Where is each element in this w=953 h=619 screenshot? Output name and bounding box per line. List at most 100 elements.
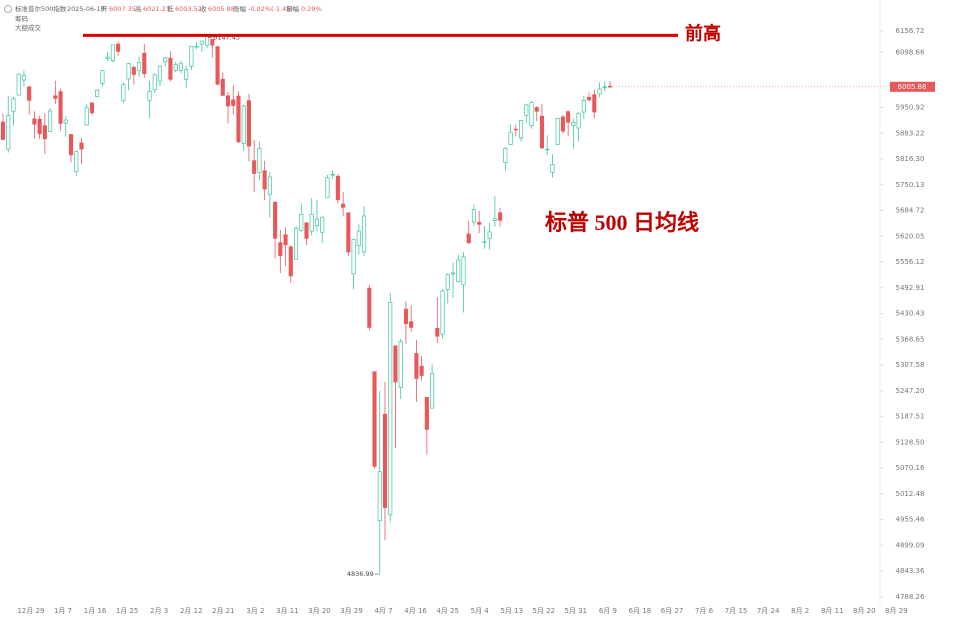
x-tick: 3月 11 <box>276 607 299 615</box>
y-tick: 5070.16 <box>880 464 925 472</box>
candle-body <box>246 100 251 147</box>
candle-body <box>419 365 424 376</box>
peak-label: 6147.43 <box>213 33 240 41</box>
candle-body <box>220 78 225 96</box>
candle-body <box>231 99 236 106</box>
y-tick-label: 5950.92 <box>896 104 925 112</box>
candle-body <box>173 64 178 71</box>
x-tick: 7月 6 <box>695 607 714 615</box>
candle-body <box>257 148 262 173</box>
candle-body <box>518 120 524 139</box>
x-tick: 3月 29 <box>340 607 363 615</box>
x-tick-label: 4月 25 <box>436 607 459 615</box>
indicator[interactable]: 筹码 <box>15 14 29 23</box>
x-tick: 8月 20 <box>853 607 876 615</box>
candle-body <box>377 471 382 522</box>
x-tick-label: 2月 3 <box>150 607 168 615</box>
candle-body <box>440 290 445 335</box>
x-tick: 5月 13 <box>500 607 523 615</box>
candle-body <box>461 256 466 286</box>
candle-body <box>11 98 16 112</box>
candle-body <box>58 91 63 124</box>
candle-body <box>592 94 597 113</box>
amplitude: 0.29% <box>301 5 322 13</box>
candle-body <box>450 272 456 275</box>
candle-body <box>388 302 393 516</box>
candle-body <box>346 212 351 253</box>
candle-body <box>16 73 21 96</box>
candle-body <box>471 209 476 223</box>
header: 标准普尔500指数 2025-06-10 开 6007.35 高 6021.23… <box>4 4 322 32</box>
candle-body <box>252 160 257 174</box>
candle-body <box>356 230 361 246</box>
x-tick-label: 8月 2 <box>791 607 809 615</box>
x-tick-label: 7月 24 <box>757 607 780 615</box>
y-tick-label: 5012.48 <box>896 490 925 498</box>
y-tick: 5012.48 <box>880 490 924 498</box>
y-tick-label: 6098.66 <box>896 48 925 56</box>
y-tick-label: 5750.13 <box>896 181 925 189</box>
candle-body <box>105 56 110 59</box>
candle-body <box>482 241 487 243</box>
candle-body <box>0 121 6 140</box>
candle-body <box>89 102 95 114</box>
candle-body <box>116 43 121 52</box>
candle-body <box>184 69 189 80</box>
x-tick: 8月 2 <box>791 607 809 615</box>
low-label: 低 <box>167 4 174 13</box>
x-tick: 1月 7 <box>54 607 72 615</box>
candle-body <box>576 112 581 129</box>
x-tick: 1月 25 <box>116 607 139 615</box>
y-tick: 5883.22 <box>880 129 924 137</box>
candle-body <box>199 40 204 45</box>
candle-body <box>597 88 602 95</box>
candle-body <box>121 84 126 101</box>
y-tick: 5950.92 <box>880 104 924 112</box>
candle-body <box>341 203 346 208</box>
candle-body <box>178 62 183 71</box>
x-tick: 8月 11 <box>821 607 844 615</box>
candle-body <box>74 151 79 172</box>
candle-body <box>304 222 309 239</box>
candle-body <box>157 65 163 82</box>
x-tick: 7月 24 <box>757 607 780 615</box>
candle-body <box>63 119 68 124</box>
candle-body <box>147 90 152 101</box>
candle-body <box>550 164 555 173</box>
y-tick: 6156.72 <box>880 27 924 35</box>
candle-body <box>508 131 513 145</box>
candle-body <box>424 397 429 430</box>
x-tick-label: 3月 29 <box>340 607 363 615</box>
close-label: 收 <box>200 4 207 13</box>
candle-body <box>477 221 482 225</box>
x-tick-label: 1月 16 <box>84 607 107 615</box>
candle-body <box>126 63 131 80</box>
low: 6003.52 <box>175 5 202 13</box>
indicator[interactable]: 大额成交 <box>15 23 42 32</box>
candle-body <box>210 38 215 46</box>
x-tick: 2月 12 <box>180 607 203 615</box>
candle-body <box>534 107 539 112</box>
candle-body <box>21 74 26 81</box>
y-tick: 5556.12 <box>880 258 924 266</box>
candle-body <box>320 216 325 233</box>
candle-body <box>79 142 84 150</box>
title: 标准普尔500指数 <box>15 4 67 13</box>
x-tick: 5月 22 <box>533 607 556 615</box>
x-tick-label: 2月 21 <box>212 607 235 615</box>
x-tick-label: 6月 9 <box>599 607 617 615</box>
candle-body <box>393 345 398 383</box>
candle-body <box>555 118 560 145</box>
x-tick-label: 1月 7 <box>54 607 72 615</box>
y-tick-label: 6156.72 <box>896 27 925 35</box>
candle-body <box>372 371 377 467</box>
candle-body <box>529 102 534 127</box>
candle-body <box>95 89 100 97</box>
last-price-label: 6005.88 <box>898 83 927 91</box>
x-tick-label: 6月 18 <box>629 607 652 615</box>
y-tick: 5750.13 <box>880 181 924 189</box>
candle-body <box>84 107 89 126</box>
y-tick: 4955.46 <box>880 516 925 524</box>
candle-body <box>362 215 367 253</box>
candle-body <box>131 67 136 75</box>
